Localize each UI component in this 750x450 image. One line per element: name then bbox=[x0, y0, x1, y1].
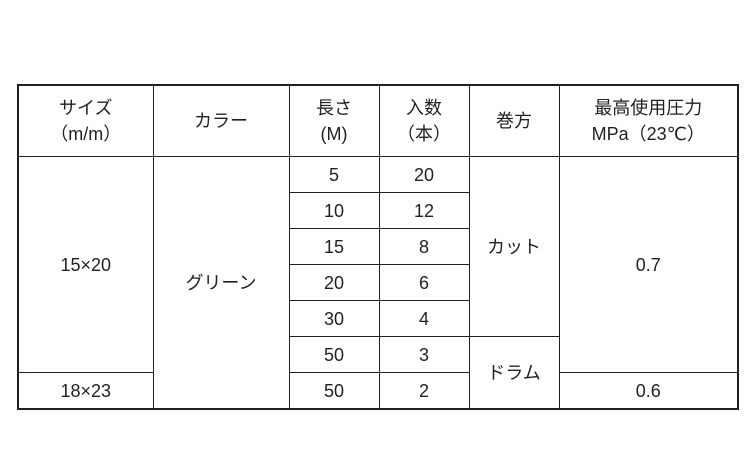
header-quantity: 入数 （本） bbox=[378, 84, 470, 157]
header-length: 長さ (M) bbox=[288, 84, 380, 157]
header-winding: 巻方 bbox=[468, 84, 560, 157]
table-row: 15 8 bbox=[18, 228, 738, 265]
winding-cell: カット bbox=[468, 156, 560, 337]
quantity-cell: 2 bbox=[378, 372, 470, 410]
header-size-label: サイズ bbox=[59, 98, 113, 118]
length-cell: 30 bbox=[288, 300, 380, 337]
quantity-cell: 3 bbox=[378, 336, 470, 373]
color-cell: グリーン bbox=[152, 156, 290, 410]
table-row: 15×20 グリーン 5 20 カット 0.7 bbox=[17, 156, 739, 410]
length-cell: 50 bbox=[288, 372, 380, 410]
length-cell: 50 bbox=[288, 336, 380, 373]
quantity-cell: 4 bbox=[378, 300, 470, 337]
header-row: サイズ （m/m） カラー 長さ (M) 入数 （本） 巻方 最高使用圧力 MPa（23… bbox=[17, 84, 739, 157]
table-row: 10 12 bbox=[18, 192, 738, 229]
header-size-unit: （m/m） bbox=[50, 124, 122, 144]
quantity-cell: 8 bbox=[378, 228, 470, 265]
quantity-cell: 12 bbox=[378, 192, 470, 229]
size-cell: 18×23 bbox=[17, 372, 154, 410]
header-pressure-label: 最高使用圧力 bbox=[594, 98, 703, 118]
header-length-label: 長さ bbox=[316, 98, 352, 118]
table-row: 50 3 ドラム bbox=[18, 336, 738, 410]
header-pressure-unit: MPa（23℃） bbox=[591, 124, 705, 144]
header-color: カラー bbox=[152, 84, 290, 157]
length-cell: 10 bbox=[288, 192, 380, 229]
header-pressure: 最高使用圧力 MPa（23℃） bbox=[558, 84, 739, 157]
quantity-cell: 20 bbox=[378, 156, 470, 193]
pressure-cell: 0.7 bbox=[558, 156, 739, 373]
size-cell: 15×20 bbox=[17, 156, 154, 373]
table-row: 20 6 bbox=[18, 264, 738, 301]
length-cell: 5 bbox=[288, 156, 380, 193]
pressure-cell: 0.6 bbox=[558, 372, 739, 410]
header-length-unit: (M) bbox=[320, 124, 348, 144]
header-quantity-unit: （本） bbox=[397, 124, 451, 144]
header-size: サイズ （m/m） bbox=[17, 84, 154, 157]
length-cell: 20 bbox=[288, 264, 380, 301]
spec-table: サイズ （m/m） カラー 長さ (M) 入数 （本） 巻方 最高使用圧力 MPa（23… bbox=[17, 84, 739, 410]
winding-cell: ドラム bbox=[468, 336, 560, 410]
length-cell: 15 bbox=[288, 228, 380, 265]
table-row: 30 4 bbox=[18, 300, 738, 337]
quantity-cell: 6 bbox=[378, 264, 470, 301]
table-row: 18×23 50 2 0.6 bbox=[17, 372, 739, 410]
header-quantity-label: 入数 bbox=[406, 98, 442, 118]
